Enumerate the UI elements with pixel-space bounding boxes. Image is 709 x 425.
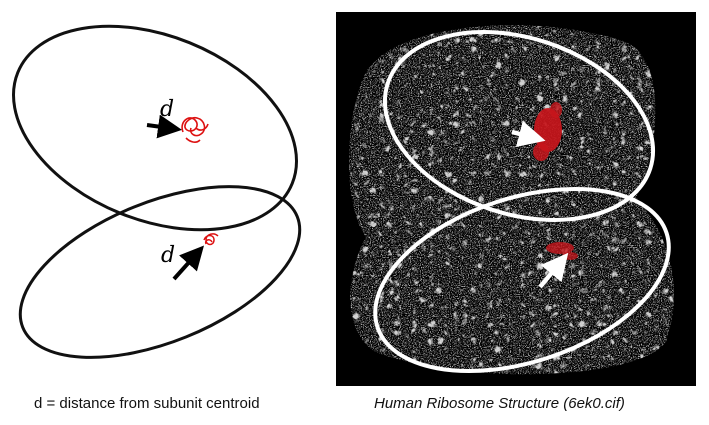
small-subunit-ellipse bbox=[373, 186, 671, 374]
ligand-highlight-top bbox=[533, 102, 562, 161]
ligand-squiggle-top bbox=[181, 116, 209, 143]
distance-arrow-top bbox=[146, 114, 182, 139]
ligand-squiggle-bottom bbox=[203, 233, 219, 246]
ribosome-render bbox=[336, 12, 696, 386]
distance-arrow-bottom bbox=[172, 245, 205, 281]
distance-label-top: d bbox=[160, 97, 174, 122]
schematic-panel: d d bbox=[0, 0, 330, 390]
schematic-caption: d = distance from subunit centroid bbox=[34, 395, 260, 412]
white-arrow-top bbox=[511, 120, 546, 147]
large-subunit-ellipse bbox=[382, 30, 656, 222]
white-arrow-bottom bbox=[538, 252, 569, 289]
small-subunit-outline bbox=[18, 185, 302, 359]
distance-label-bottom: d bbox=[161, 243, 175, 268]
large-subunit-outline bbox=[12, 24, 298, 232]
structure-image bbox=[336, 12, 696, 386]
schematic-svg: d d bbox=[12, 24, 302, 359]
structure-caption: Human Ribosome Structure (6ek0.cif) bbox=[374, 395, 625, 412]
